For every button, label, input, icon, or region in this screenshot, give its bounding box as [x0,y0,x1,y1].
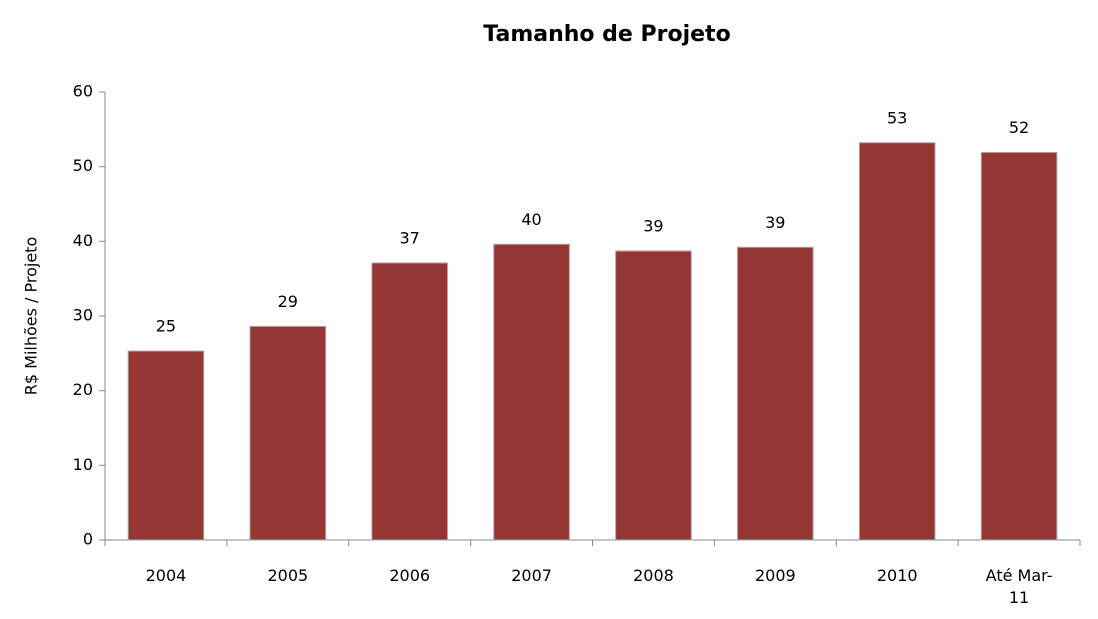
data-label: 53 [887,108,907,127]
bar [371,262,448,541]
y-tick-label: 30 [73,306,93,325]
y-tick-label: 40 [73,231,93,250]
x-tick-label: 2010 [876,566,918,585]
data-label: 37 [400,228,420,247]
bar [249,325,327,541]
y-tick-label: 0 [83,530,93,549]
data-label: 25 [156,317,176,336]
data-label: 39 [765,213,785,232]
bar [737,246,814,541]
bar [615,250,692,541]
x-tick-label: 2007 [511,566,552,585]
data-label: 39 [643,217,663,236]
x-tick-label: 2004 [145,566,187,585]
x-tick-label: 2009 [754,566,796,585]
x-tick-label: Até Mar-11 [985,566,1053,607]
y-tick-label: 60 [73,82,93,101]
x-tick-label: 2005 [267,566,309,585]
bar [858,142,936,541]
x-tick-label: 2008 [633,566,674,585]
chart-title: Tamanho de Projeto [483,22,730,47]
data-label: 52 [1009,118,1029,137]
y-tick-label: 50 [73,156,93,175]
y-tick-label: 10 [73,455,93,474]
bar [127,350,205,541]
bar [980,151,1058,541]
bar [493,243,570,541]
x-tick-label: 2006 [389,566,431,585]
data-label: 29 [278,292,298,311]
y-axis-label: R$ Milhões / Projeto [22,237,41,395]
data-label: 40 [521,210,541,229]
y-tick-label: 20 [73,380,93,399]
